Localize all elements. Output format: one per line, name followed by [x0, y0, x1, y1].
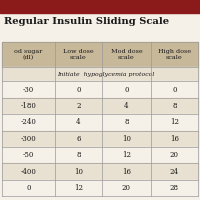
Bar	[2, 131, 198, 147]
Bar	[2, 147, 198, 163]
Text: 24: 24	[170, 168, 179, 176]
Text: High dose
scale: High dose scale	[158, 49, 191, 60]
Text: -30: -30	[23, 86, 34, 94]
Text: -180: -180	[21, 102, 36, 110]
Text: Mod dose
scale: Mod dose scale	[111, 49, 142, 60]
Bar	[102, 42, 151, 67]
Text: -400: -400	[21, 168, 36, 176]
Text: 8: 8	[172, 102, 177, 110]
Text: Low dose
scale: Low dose scale	[63, 49, 94, 60]
Text: 2: 2	[76, 102, 81, 110]
Bar	[2, 67, 198, 81]
Text: 12: 12	[122, 151, 131, 159]
Bar	[2, 180, 198, 196]
Text: -300: -300	[21, 135, 36, 143]
Text: 10: 10	[122, 135, 131, 143]
Text: 4: 4	[124, 102, 129, 110]
Bar	[0, 0, 200, 13]
Bar	[2, 81, 198, 98]
Text: 8: 8	[124, 118, 129, 126]
Text: -50: -50	[23, 151, 34, 159]
Bar	[151, 42, 198, 67]
Text: 12: 12	[74, 184, 83, 192]
Text: 0: 0	[124, 86, 129, 94]
Text: Regular Insulin Sliding Scale: Regular Insulin Sliding Scale	[4, 17, 169, 26]
Bar	[2, 163, 198, 180]
Bar	[55, 42, 102, 67]
Text: 8: 8	[76, 151, 81, 159]
Text: 28: 28	[170, 184, 179, 192]
Text: 16: 16	[170, 135, 179, 143]
Bar	[2, 114, 198, 131]
Text: 0: 0	[172, 86, 177, 94]
Text: 10: 10	[74, 168, 83, 176]
Text: -240: -240	[21, 118, 36, 126]
Bar	[2, 42, 55, 67]
Text: 16: 16	[122, 168, 131, 176]
Text: 20: 20	[122, 184, 131, 192]
Text: 0: 0	[26, 184, 31, 192]
Text: Initiate  hypoglycemia protocol: Initiate hypoglycemia protocol	[57, 72, 154, 77]
Text: 20: 20	[170, 151, 179, 159]
Text: 0: 0	[76, 86, 81, 94]
Text: od sugar
(dl): od sugar (dl)	[14, 49, 43, 60]
Text: 4: 4	[76, 118, 81, 126]
Text: 6: 6	[76, 135, 81, 143]
Text: 12: 12	[170, 118, 179, 126]
Bar	[2, 98, 198, 114]
